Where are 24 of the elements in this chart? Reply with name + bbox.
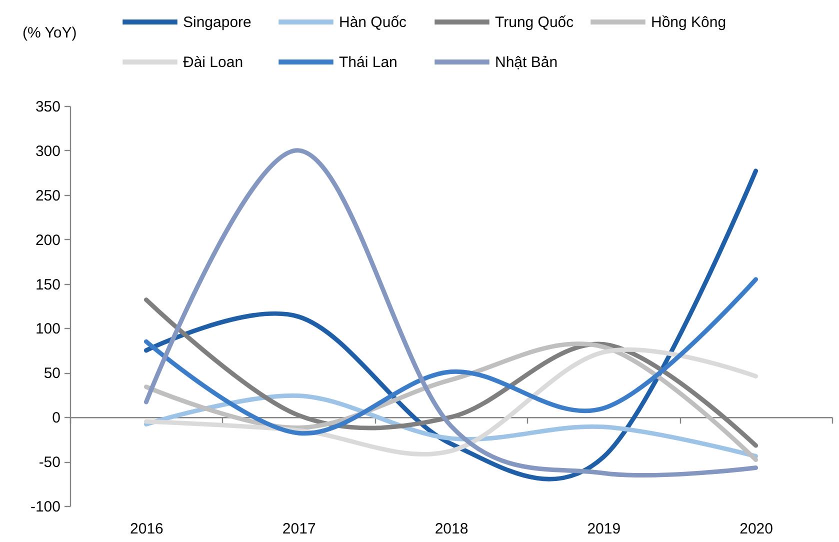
x-tick-label: 2017 — [282, 520, 316, 538]
y-tick-label: 300 — [35, 142, 60, 160]
legend-label: Đài Loan — [183, 54, 244, 71]
x-tick-label: 2019 — [587, 520, 621, 538]
legend-label: Hàn Quốc — [339, 14, 408, 31]
y-tick-label: 200 — [35, 232, 60, 249]
y-tick-label: 350 — [35, 98, 60, 116]
y-tick-label: -50 — [38, 454, 60, 472]
legend-label: Nhật Bản — [495, 54, 558, 71]
legend-label: Hồng Kông — [651, 14, 726, 31]
y-tick-label: 100 — [35, 320, 60, 338]
y-tick-label: 150 — [35, 276, 60, 294]
y-tick-label: 250 — [35, 187, 60, 204]
y-axis-title: (% YoY) — [22, 24, 77, 42]
y-tick-label: -100 — [30, 498, 60, 516]
x-tick-label: 2016 — [130, 520, 164, 538]
y-tick-label: 0 — [52, 410, 60, 427]
x-tick-label: 2020 — [740, 520, 773, 538]
legend-label: Singapore — [183, 14, 252, 31]
legend-label: Trung Quốc — [495, 14, 574, 31]
y-tick-label: 50 — [44, 365, 60, 382]
legend-label: Thái Lan — [339, 54, 398, 71]
line-series — [144, 277, 758, 436]
x-tick-label: 2018 — [434, 520, 468, 538]
